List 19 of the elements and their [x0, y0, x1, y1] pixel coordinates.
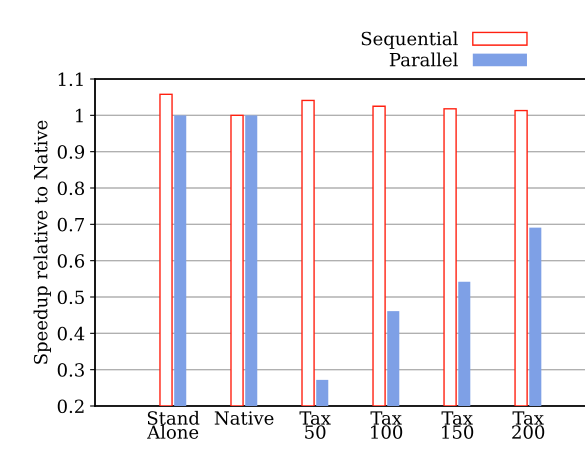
x-tick-label: Tax 100 — [370, 411, 402, 439]
y-tick-label: 0.6 — [58, 254, 84, 268]
y-tick-label: 0.2 — [58, 399, 84, 414]
y-tick-label: 0.3 — [58, 363, 84, 377]
y-tick-label: 1 — [76, 108, 83, 122]
legend-label: Parallel — [390, 52, 458, 66]
y-tick-label: 0.8 — [58, 181, 84, 196]
y-axis-title: Speedup relative to Native — [34, 120, 52, 364]
y-tick-label: 0.9 — [58, 145, 84, 159]
x-tick-label: Tax 200 — [512, 411, 544, 439]
y-tick-label: 0.4 — [58, 326, 84, 340]
x-tick-label: Tax 50 — [300, 411, 331, 439]
legend-label: Sequential — [362, 31, 458, 49]
y-tick-label: 0.5 — [58, 290, 84, 304]
x-tick-label: Stand Alone — [147, 410, 200, 439]
y-tick-label: 1.1 — [58, 72, 83, 86]
x-tick-label: Tax 150 — [442, 411, 474, 439]
y-tick-label: 0.7 — [58, 218, 84, 232]
x-tick-label: Native — [214, 411, 274, 425]
